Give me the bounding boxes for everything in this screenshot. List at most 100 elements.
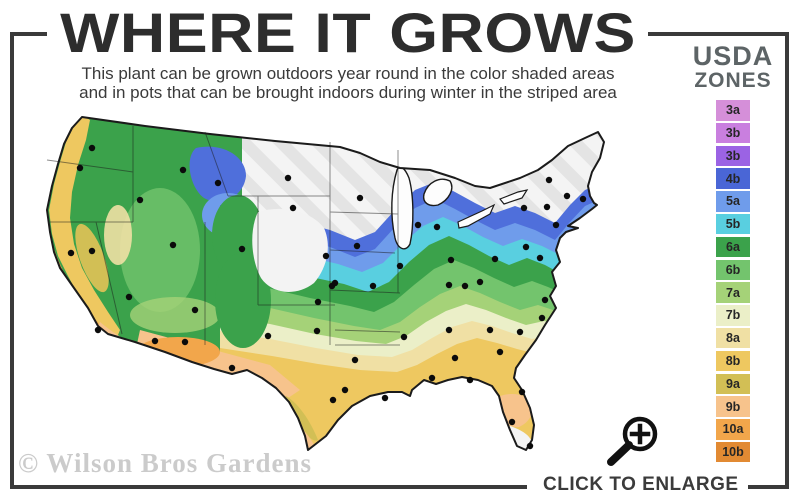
lake-michigan <box>391 166 414 250</box>
city-dot <box>169 241 177 249</box>
city-dot <box>181 338 189 346</box>
city-dot <box>541 296 549 304</box>
zone-swatch-5a: 5a <box>716 191 750 212</box>
city-dot <box>284 174 292 182</box>
city-dot <box>264 332 272 340</box>
zone-swatch-3a: 3a <box>716 100 750 121</box>
city-dot <box>356 194 364 202</box>
frame-top-right-border <box>648 32 789 36</box>
state-borders <box>46 126 401 346</box>
zone-swatch-3b: 3b <box>716 145 750 167</box>
city-dot <box>545 176 553 184</box>
zone-swatch-7a: 7a <box>716 282 750 303</box>
zone-swatch-list: 3a 3b 3b 4b 5a 5b 6a 6b 7a 7b 8a 8b 9a 9b 10a 10b <box>678 100 788 463</box>
city-dot <box>522 243 530 251</box>
city-dot <box>451 354 459 362</box>
subtitle-line-2: and in pots that can be brought indoors … <box>79 83 617 102</box>
zone-swatch-6b: 6b <box>716 259 750 281</box>
city-dot <box>214 179 222 187</box>
city-dot <box>331 279 339 287</box>
magnifier-plus-icon[interactable] <box>598 402 668 472</box>
city-dot <box>414 221 422 229</box>
city-dot <box>238 245 246 253</box>
zone-swatch-10a: 10a <box>716 419 750 440</box>
city-dot <box>543 203 551 211</box>
city-dot <box>125 293 133 301</box>
city-dot <box>579 195 587 203</box>
zone-swatch-3b: 3b <box>716 122 750 144</box>
zone-swatch-8a: 8a <box>716 327 750 349</box>
city-dot <box>381 394 389 402</box>
zone-swatch-6a: 6a <box>716 236 750 258</box>
lake-erie <box>457 203 496 229</box>
city-dot <box>289 204 297 212</box>
legend-heading-usda: USDA <box>692 41 774 71</box>
city-dot <box>396 262 404 270</box>
city-dot <box>322 252 330 260</box>
frame-top-left-border <box>10 32 47 36</box>
city-dot <box>428 374 436 382</box>
watermark: © Wilson Bros Gardens <box>18 448 312 478</box>
city-dot <box>538 314 546 322</box>
click-to-enlarge-button[interactable]: CLICK TO ENLARGE <box>543 474 739 495</box>
zone-swatch-10b: 10b <box>716 441 750 463</box>
city-dot <box>496 348 504 356</box>
city-dot <box>228 364 236 372</box>
city-dot <box>88 144 96 152</box>
city-dot <box>67 249 75 257</box>
city-dot <box>563 192 571 200</box>
city-dot <box>516 328 524 336</box>
city-dot <box>508 418 516 426</box>
legend-heading-zones: ZONES <box>694 69 772 92</box>
city-dot <box>88 247 96 255</box>
city-dot <box>351 356 359 364</box>
city-dot <box>445 326 453 334</box>
city-dot <box>476 278 484 286</box>
us-outline <box>46 116 605 451</box>
city-dot <box>94 326 102 334</box>
city-dot <box>433 223 441 231</box>
zone-swatch-4b: 4b <box>716 168 750 189</box>
zone-swatch-5b: 5b <box>716 213 750 235</box>
frame-left-border <box>10 32 14 489</box>
city-dot <box>445 281 453 289</box>
city-dot <box>526 442 534 450</box>
city-dot <box>369 282 377 290</box>
city-dots <box>67 144 587 450</box>
city-dot <box>76 164 84 172</box>
city-dot <box>486 326 494 334</box>
city-dot <box>491 255 499 263</box>
city-dot <box>329 396 337 404</box>
page-title: WHERE IT GROWS <box>60 1 636 64</box>
zone-swatch-9b: 9b <box>716 396 750 417</box>
frame-bottom-right-border <box>748 485 789 489</box>
city-dot <box>341 386 349 394</box>
city-dot <box>552 221 560 229</box>
frame-bottom-left-border <box>10 485 527 489</box>
city-dot <box>314 298 322 306</box>
lake-huron <box>422 178 453 207</box>
subtitle: This plant can be grown outdoors year ro… <box>28 64 668 102</box>
city-dot <box>461 282 469 290</box>
frame-right-border <box>785 32 789 489</box>
city-dot <box>536 254 544 262</box>
city-dot <box>518 388 526 396</box>
city-dot <box>400 333 408 341</box>
city-dot <box>179 166 187 174</box>
zone-swatch-9a: 9a <box>716 373 750 395</box>
city-dot <box>447 256 455 264</box>
city-dot <box>313 327 321 335</box>
zone-swatch-8b: 8b <box>716 350 750 372</box>
subtitle-line-1: This plant can be grown outdoors year ro… <box>81 64 615 83</box>
city-dot <box>466 376 474 384</box>
city-dot <box>520 204 528 212</box>
city-dot <box>191 306 199 314</box>
lake-ontario <box>499 189 529 205</box>
usda-zones-legend: USDA ZONES 3a 3b 3b 4b 5a 5b 6a 6b 7a 7b 8a 8b 9a 9b 1… <box>678 41 788 463</box>
zone-swatch-7b: 7b <box>716 305 750 326</box>
city-dot <box>151 337 159 345</box>
city-dot <box>136 196 144 204</box>
city-dot <box>353 242 361 250</box>
